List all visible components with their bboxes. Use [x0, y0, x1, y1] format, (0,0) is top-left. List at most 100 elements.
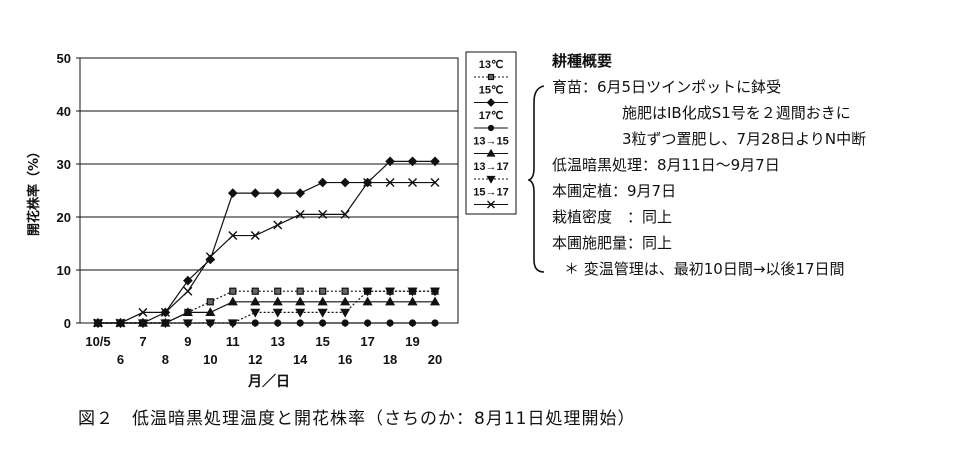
y-tick-label: 50: [57, 51, 71, 66]
x-tick-label: 6: [117, 352, 124, 367]
series-line: [98, 290, 435, 324]
data-point: [487, 200, 495, 209]
legend-label: 13→15: [473, 136, 508, 148]
data-point: [250, 296, 261, 306]
y-tick-label: 40: [57, 104, 71, 119]
data-point: [341, 319, 349, 327]
data-point: [385, 178, 395, 188]
data-point: [385, 296, 396, 306]
data-point: [407, 156, 418, 167]
y-tick-label: 10: [57, 263, 71, 278]
chart: 0 10 20 30 40 50 10/5 67 89 10 11 12 13 14 15 16 17 18 19…: [26, 51, 517, 390]
data-point: [429, 296, 441, 306]
y-tick-label: 30: [57, 157, 71, 172]
data-point: [487, 73, 495, 81]
data-point: [228, 231, 238, 241]
summary-footnote: ＊ 変温管理は、最初10日間→以後17日間: [564, 260, 845, 278]
data-point: [296, 287, 304, 295]
summary-title: 耕種概要: [552, 52, 613, 70]
x-tick-label: 19: [405, 334, 419, 349]
grid-lines: [80, 110, 458, 271]
data-point: [430, 178, 440, 188]
x-tick-label: 20: [428, 352, 442, 367]
data-point: [274, 319, 282, 327]
data-point: [295, 308, 306, 318]
data-point: [340, 308, 351, 318]
data-point: [205, 252, 215, 262]
y-tick-label: 0: [64, 316, 71, 331]
data-point: [430, 156, 440, 167]
data-point: [227, 296, 238, 306]
data-point: [296, 319, 304, 327]
data-point: [318, 209, 328, 219]
data-point: [340, 296, 351, 306]
summary-line: 栽植密度 ：同上: [552, 208, 673, 226]
data-point: [205, 307, 216, 316]
series: [93, 178, 440, 328]
data-point: [295, 188, 306, 198]
data-point: [227, 188, 238, 198]
data-point: [183, 275, 193, 286]
data-point: [272, 188, 283, 198]
legend-label: 15℃: [479, 85, 504, 97]
data-point: [486, 148, 496, 157]
data-point: [205, 254, 216, 265]
data-point: [385, 287, 396, 297]
data-point: [362, 296, 373, 306]
series: [92, 287, 441, 329]
x-tick-label: 15: [315, 334, 329, 349]
x-tick-label: 11: [226, 334, 240, 349]
data-point: [363, 178, 373, 188]
data-point: [340, 209, 350, 219]
data-point: [362, 287, 373, 297]
data-point: [431, 319, 439, 327]
data-point: [319, 287, 327, 295]
data-point: [137, 319, 148, 329]
y-axis-label: 開花株率（%）: [26, 145, 42, 236]
data-point: [272, 296, 283, 306]
x-tick-label: 17: [360, 334, 374, 349]
legend-label: 13℃: [479, 59, 504, 71]
x-tick-label: 8: [162, 352, 169, 367]
y-tick-label: 20: [57, 210, 71, 225]
data-point: [486, 175, 496, 184]
data-point: [407, 287, 418, 297]
figure-caption: 図２ 低温暗黒処理温度と開花株率（さちのか：8月11日処理開始）: [78, 409, 636, 429]
data-point: [408, 319, 417, 327]
x-tick-label: 10: [203, 352, 217, 367]
x-tick-label: 7: [139, 334, 146, 349]
summary-line: 低温暗黒処理：8月11日～9月7日: [552, 156, 780, 174]
legend: 13℃ 15℃ 17℃ 13→15 13→17 15→17: [465, 51, 517, 215]
series-layer: [92, 156, 441, 329]
data-point: [385, 156, 395, 167]
summary-line: 施肥はIB化成S1号を２週間おきに: [622, 104, 851, 122]
data-point: [386, 319, 394, 327]
x-tick-label: 10/5: [85, 334, 110, 349]
data-point: [487, 124, 495, 132]
x-tick-label: 16: [338, 352, 352, 367]
data-point: [407, 296, 418, 306]
data-point: [486, 98, 496, 107]
data-point: [319, 319, 327, 327]
x-axis-ticks: 10/5 67 89 10 11 12 13 14 15 16 17 18 19 20: [85, 323, 442, 367]
data-point: [317, 296, 328, 306]
data-point: [227, 319, 238, 329]
data-point: [317, 177, 328, 188]
data-point: [93, 318, 103, 328]
x-tick-label: 9: [184, 334, 191, 349]
data-point: [229, 287, 237, 295]
x-tick-label: 12: [248, 352, 262, 367]
plot-area: [79, 57, 459, 324]
data-point: [182, 319, 193, 329]
data-point: [206, 298, 214, 306]
data-point: [160, 319, 171, 329]
data-point: [115, 318, 125, 328]
data-point: [160, 307, 170, 317]
legend-label: 15→17: [473, 187, 508, 199]
x-tick-label: 18: [383, 352, 397, 367]
legend-label: 17℃: [479, 110, 504, 122]
data-point: [182, 307, 193, 316]
data-point: [250, 231, 260, 241]
summary-line: 本圃施肥量：同上: [552, 234, 673, 252]
